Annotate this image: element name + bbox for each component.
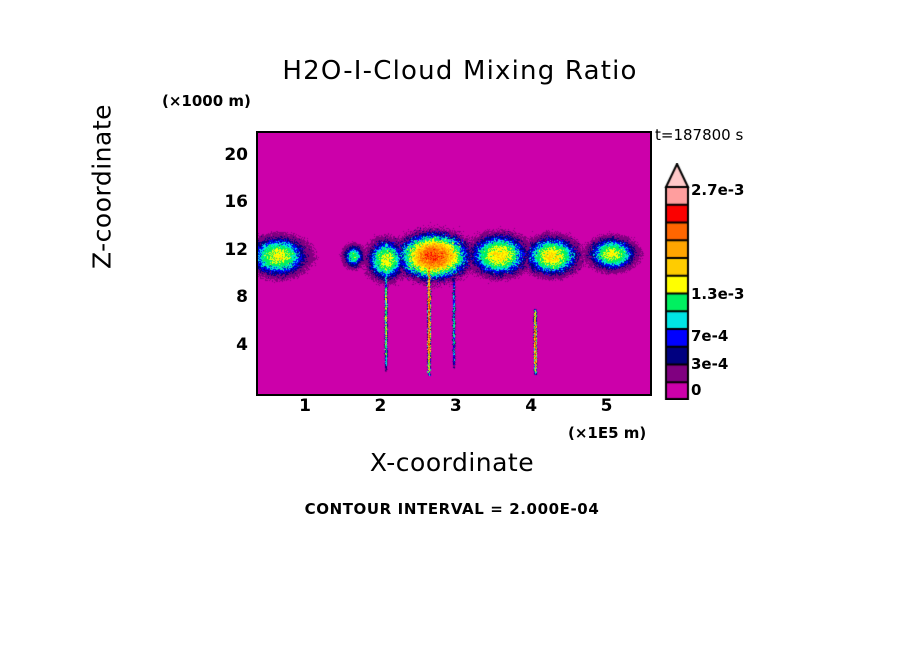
x-axis-title: X-coordinate bbox=[369, 448, 535, 477]
page-title: H2O-I-Cloud Mixing Ratio bbox=[282, 56, 638, 86]
x-tick-label: 5 bbox=[600, 396, 613, 416]
y-tick-label: 20 bbox=[224, 144, 248, 165]
colorbar-tick-label: 0 bbox=[691, 381, 702, 399]
colorbar-tick-label: 1.3e-3 bbox=[691, 285, 745, 303]
y-tick-label: 16 bbox=[224, 192, 248, 213]
colorbar-tick-label: 3e-4 bbox=[691, 355, 729, 373]
x-tick-label: 2 bbox=[374, 396, 387, 416]
y-tick-label: 4 bbox=[236, 334, 248, 355]
contour-plot-area[interactable] bbox=[256, 131, 652, 396]
x-tick-label: 1 bbox=[299, 396, 311, 416]
colorbar[interactable] bbox=[663, 163, 691, 400]
time-stamp-label: t=187800 s bbox=[655, 126, 744, 144]
x-tick-label: 3 bbox=[449, 396, 462, 416]
colorbar-labels: 2.7e-3 1.3e-3 7e-4 3e-4 0 bbox=[691, 163, 811, 400]
colorbar-tick-label: 7e-4 bbox=[691, 327, 729, 345]
x-axis-unit-label: (×1E5 m) bbox=[568, 424, 647, 442]
contour-interval-label: CONTOUR INTERVAL = 2.000E-04 bbox=[304, 500, 600, 518]
y-axis-title: Z-coordinate bbox=[87, 103, 117, 270]
x-axis-ticks: 1 2 3 4 5 bbox=[256, 396, 648, 422]
y-tick-label: 12 bbox=[224, 239, 248, 260]
x-tick-label: 4 bbox=[525, 396, 538, 416]
y-axis-ticks: 4 8 12 16 20 bbox=[208, 131, 248, 392]
y-tick-label: 8 bbox=[236, 287, 248, 308]
colorbar-tick-label: 2.7e-3 bbox=[691, 181, 745, 199]
contour-field-canvas bbox=[258, 133, 650, 394]
z-axis-unit-label: (×1000 m) bbox=[162, 92, 251, 110]
